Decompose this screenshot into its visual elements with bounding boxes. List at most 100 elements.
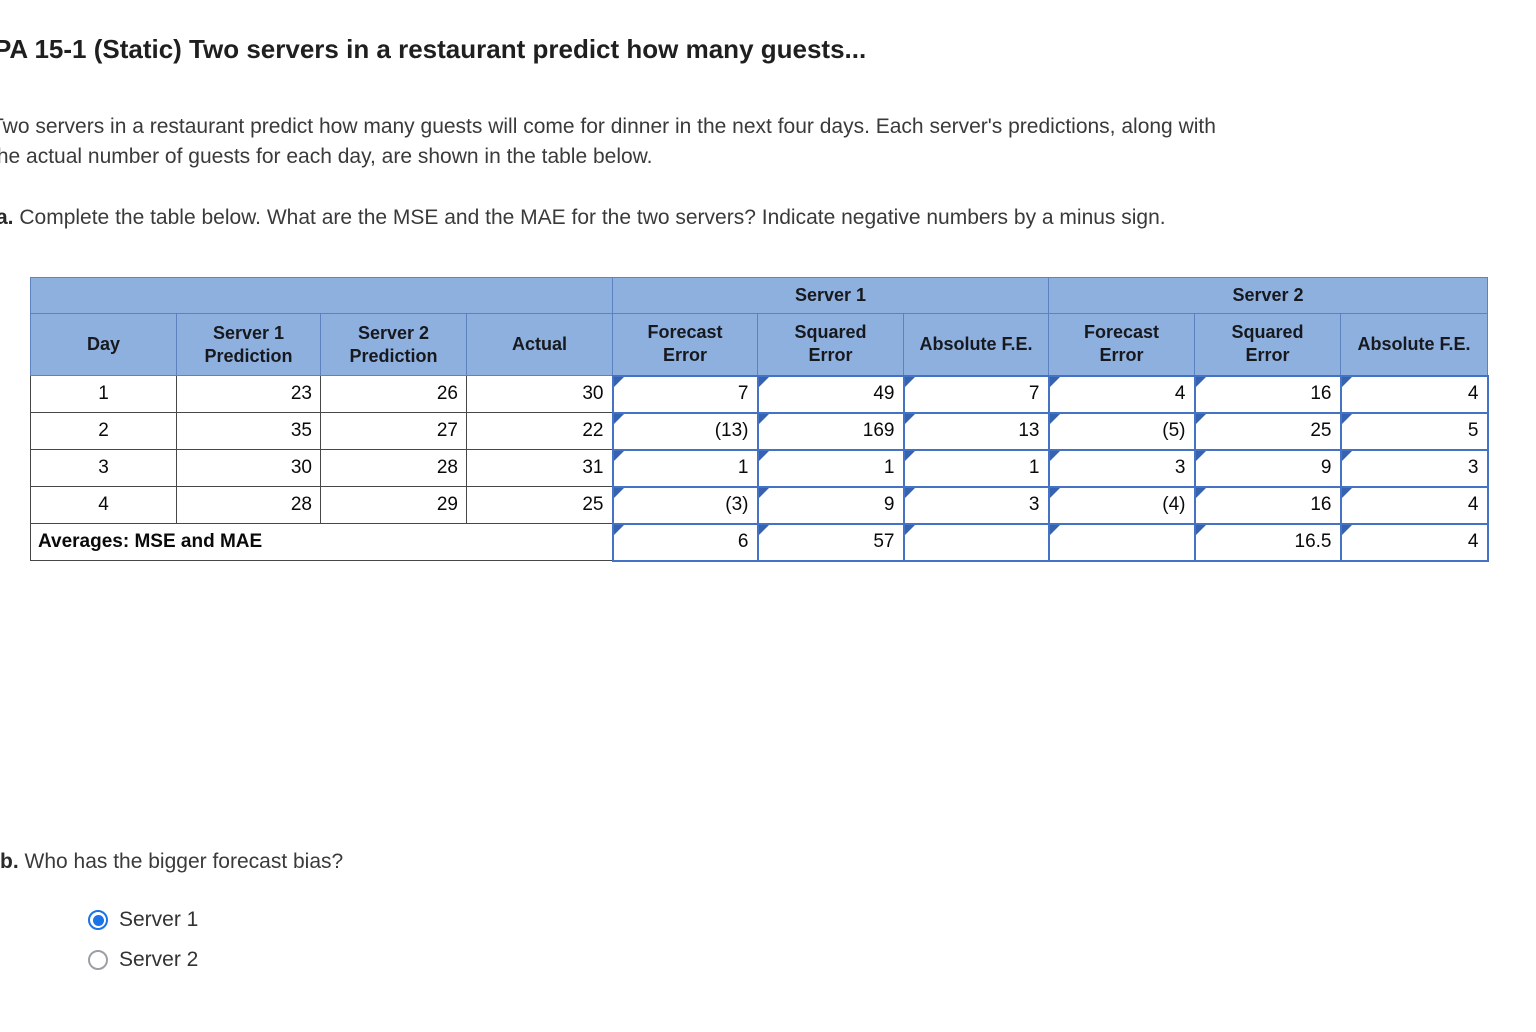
cell-marker-icon (759, 525, 769, 535)
answer-value: 3 (1467, 457, 1479, 478)
cell-marker-icon (1342, 525, 1352, 535)
answer-cell-s2-se[interactable]: 16 (1193, 374, 1342, 414)
answer-cell-s2-afe[interactable]: 5 (1339, 411, 1489, 451)
col-header-s2-absolute-fe: Absolute F.E. (1340, 313, 1488, 376)
cell-marker-icon (1342, 451, 1352, 461)
radio-label-server1: Server 1 (119, 908, 199, 931)
answer-cell-s2-fe[interactable]: 3 (1047, 448, 1196, 488)
answer-cell-avg-s2-fe[interactable] (1047, 522, 1196, 562)
answer-value: 7 (1028, 383, 1040, 404)
s1-prediction-cell: 35 (176, 412, 321, 450)
answer-cell-s2-se[interactable]: 9 (1193, 448, 1342, 488)
cell-marker-icon (1050, 525, 1060, 535)
actual-cell: 30 (466, 375, 613, 413)
answer-value: 169 (862, 420, 895, 441)
cell-marker-icon (1342, 414, 1352, 424)
answer-cell-s1-afe[interactable]: 3 (902, 485, 1050, 525)
answer-cell-s1-se[interactable]: 1 (756, 448, 905, 488)
cell-marker-icon (759, 451, 769, 461)
col-header-s1-forecast-error: Forecast Error (612, 313, 758, 376)
answer-table-container: Server 1 Server 2 Day Server 1 Predictio… (30, 277, 1489, 562)
cell-marker-icon (1050, 451, 1060, 461)
answer-cell-s1-fe[interactable]: 7 (611, 374, 759, 414)
s2-prediction-cell: 29 (320, 486, 467, 524)
answer-cell-s2-se[interactable]: 16 (1193, 485, 1342, 525)
group-header-server1: Server 1 (612, 277, 1049, 314)
answer-cell-avg-s2-afe[interactable]: 4 (1339, 522, 1489, 562)
answer-value: 49 (873, 383, 895, 404)
part-b-question: b. Who has the bigger forecast bias? (0, 850, 343, 874)
answer-cell-avg-s1-afe[interactable] (902, 522, 1050, 562)
cell-marker-icon (1196, 488, 1206, 498)
answer-cell-s2-se[interactable]: 25 (1193, 411, 1342, 451)
group-header-server2: Server 2 (1048, 277, 1488, 314)
column-header-row: Day Server 1 Prediction Server 2 Predict… (30, 313, 1488, 376)
answer-cell-s1-fe[interactable]: (3) (611, 485, 759, 525)
answer-cell-s2-afe[interactable]: 3 (1339, 448, 1489, 488)
cell-marker-icon (614, 451, 624, 461)
answer-value: 3 (1028, 494, 1040, 515)
col-header-day: Day (30, 313, 177, 376)
radio-option-server1[interactable]: Server 1 (88, 905, 198, 935)
col-header-server1-prediction: Server 1 Prediction (176, 313, 321, 376)
answer-cell-s1-afe[interactable]: 13 (902, 411, 1050, 451)
day-cell: 1 (30, 375, 177, 413)
answer-cell-avg-s1-se[interactable]: 57 (756, 522, 905, 562)
s2-prediction-cell: 27 (320, 412, 467, 450)
problem-statement: Two servers in a restaurant predict how … (0, 115, 1216, 168)
day-cell: 2 (30, 412, 177, 450)
answer-value: 16 (1310, 383, 1332, 404)
cell-marker-icon (905, 414, 915, 424)
answer-cell-s1-se[interactable]: 9 (756, 485, 905, 525)
answer-value: (5) (1162, 420, 1186, 441)
answer-value: 57 (873, 531, 895, 552)
cell-marker-icon (1196, 414, 1206, 424)
answer-value: (4) (1162, 494, 1186, 515)
answer-cell-s2-fe[interactable]: (5) (1047, 411, 1196, 451)
answer-cell-s1-fe[interactable]: (13) (611, 411, 759, 451)
table-row-day4: 4 28 29 25 (3) 9 3 (4) 16 4 (30, 485, 1489, 525)
table-row-day1: 1 23 26 30 7 49 7 4 16 4 (30, 374, 1489, 414)
group-header-blank (30, 277, 613, 314)
answer-value: 4 (1467, 531, 1479, 552)
cell-marker-icon (1342, 377, 1352, 387)
col-header-s2-squared-error: Squared Error (1194, 313, 1341, 376)
answer-cell-s1-se[interactable]: 169 (756, 411, 905, 451)
answer-value: 16.5 (1294, 531, 1332, 552)
answer-cell-s1-afe[interactable]: 1 (902, 448, 1050, 488)
cell-marker-icon (759, 377, 769, 387)
answer-cell-s1-se[interactable]: 49 (756, 374, 905, 414)
answer-cell-s2-fe[interactable]: (4) (1047, 485, 1196, 525)
s2-prediction-cell: 26 (320, 375, 467, 413)
cell-marker-icon (614, 414, 624, 424)
answer-value: 5 (1467, 420, 1479, 441)
s1-prediction-cell: 30 (176, 449, 321, 487)
radio-selected-icon[interactable] (88, 910, 108, 930)
answer-cell-s2-fe[interactable]: 4 (1047, 374, 1196, 414)
answer-cell-avg-s2-se[interactable]: 16.5 (1193, 522, 1342, 562)
answer-cell-s1-afe[interactable]: 7 (902, 374, 1050, 414)
answer-value: 1 (1028, 457, 1040, 478)
cell-marker-icon (905, 488, 915, 498)
answer-value: 3 (1174, 457, 1186, 478)
answer-cell-avg-s1-fe[interactable]: 6 (611, 522, 759, 562)
cell-marker-icon (759, 488, 769, 498)
cell-marker-icon (759, 414, 769, 424)
part-b-label: b. (0, 850, 19, 873)
day-cell: 4 (30, 486, 177, 524)
answer-cell-s2-afe[interactable]: 4 (1339, 374, 1489, 414)
cell-marker-icon (1196, 451, 1206, 461)
answer-cell-s2-afe[interactable]: 4 (1339, 485, 1489, 525)
s2-prediction-cell: 28 (320, 449, 467, 487)
radio-option-server2[interactable]: Server 2 (88, 945, 198, 975)
radio-label-server2: Server 2 (119, 948, 199, 971)
answer-value: 9 (883, 494, 895, 515)
answer-cell-s1-fe[interactable]: 1 (611, 448, 759, 488)
cell-marker-icon (614, 377, 624, 387)
s1-prediction-cell: 28 (176, 486, 321, 524)
radio-unselected-icon[interactable] (88, 950, 108, 970)
answer-value: 13 (1018, 420, 1040, 441)
answer-value: 4 (1467, 494, 1479, 515)
part-a-text: Complete the table below. What are the M… (19, 206, 1166, 229)
answer-value: 1 (737, 457, 749, 478)
